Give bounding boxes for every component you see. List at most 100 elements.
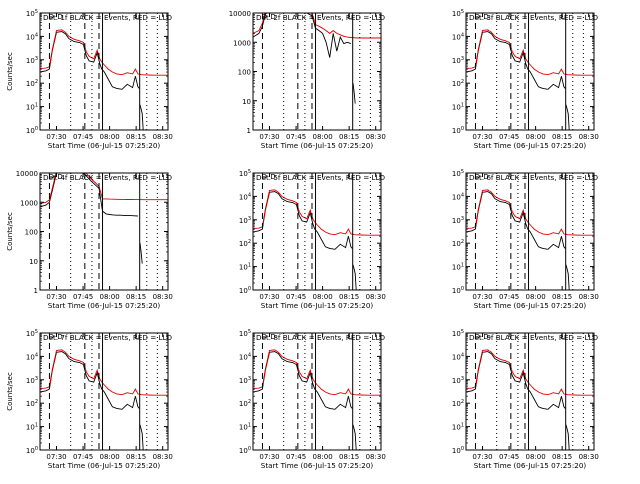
x-tick-label: 08:30 [366,293,386,301]
panel-8: DDL10010110210310410507:3007:4508:0008:1… [239,329,386,470]
y-tick-label: 104 [452,192,464,201]
plot-frame [39,332,169,451]
marker-letter: D [475,173,480,181]
plot-area [466,13,594,130]
y-tick-label: 100 [239,446,251,455]
y-axis-label: Counts/sec [6,372,14,411]
panel-5: DDL10010110210310410507:3007:4508:0008:1… [239,169,386,310]
y-tick-label: 102 [452,239,464,248]
x-tick-label: 07:30 [259,133,279,141]
panel-1: DDL10010110210310410507:3007:4508:0008:1… [6,9,173,150]
y-tick-label: 1000 [233,39,251,47]
panel-9: DDL10010110210310410507:3007:4508:0008:1… [452,329,599,470]
x-axis-label: Start Time (06-Jul-15 07:25:20) [474,301,587,310]
series-events [253,13,352,58]
marker-letter: D [475,333,480,341]
y-tick-label: 100 [238,69,251,77]
series-lld [466,349,594,396]
x-tick-label: 08:30 [366,453,386,461]
x-tick-label: 08:15 [552,293,572,301]
x-tick-label: 08:00 [526,133,546,141]
y-tick-label: 101 [239,423,251,432]
x-tick-label: 08:15 [126,293,146,301]
series-events-tail [565,424,570,450]
x-tick-label: 08:15 [126,133,146,141]
y-tick-label: 103 [26,56,38,65]
y-tick-label: 100 [452,286,464,295]
panel-title: Det. 4f BLACK = Events, RED = LLD [43,173,173,182]
series-lld [466,29,594,76]
plot-frame [465,332,595,451]
y-tick-label: 102 [239,399,251,408]
plot-frame [252,12,382,131]
y-tick-label: 105 [26,9,38,18]
marker-letter: D [57,13,62,21]
y-tick-label: 1000 [20,199,38,207]
y-tick-label: 105 [452,329,464,338]
y-tick-label: 104 [26,352,38,361]
x-tick-label: 07:30 [46,133,66,141]
marker-letter: D [270,13,275,21]
x-tick-label: 07:45 [286,293,306,301]
plot-area [466,173,594,290]
y-tick-label: 1 [34,287,38,295]
series-events [40,31,140,90]
y-tick-label: 104 [452,32,464,41]
x-tick-label: 08:15 [126,453,146,461]
x-axis-label: Start Time (06-Jul-15 07:25:20) [261,141,374,150]
series-lld [40,349,168,396]
panel-4: DDL11010010001000007:3007:4508:0008:1508… [6,170,173,310]
marker-letter: D [270,333,275,341]
x-tick-label: 08:30 [153,293,173,301]
x-tick-label: 07:30 [472,133,492,141]
series-events-tail [139,104,144,130]
y-tick-label: 101 [26,423,38,432]
x-axis-label: Start Time (06-Jul-15 07:25:20) [48,141,161,150]
y-tick-label: 104 [452,352,464,361]
plot-frame [39,12,169,131]
plot-area [253,13,381,130]
y-tick-label: 102 [452,399,464,408]
x-tick-label: 08:00 [526,293,546,301]
y-tick-label: 102 [452,79,464,88]
x-tick-label: 07:30 [46,293,66,301]
y-tick-label: 105 [239,169,251,178]
x-tick-label: 08:00 [526,453,546,461]
x-tick-label: 08:15 [339,293,359,301]
marker-letter: D [270,173,275,181]
marker-letter: D [49,333,54,341]
y-tick-label: 103 [452,56,464,65]
series-events [466,31,566,90]
marker-letter: D [483,333,488,341]
series-events-tail [352,83,356,104]
series-events [40,173,138,217]
y-tick-label: 100 [239,286,251,295]
marker-letter: D [483,13,488,21]
y-tick-label: 104 [26,32,38,41]
y-tick-label: 103 [239,376,251,385]
marker-letter: D [262,13,267,21]
marker-letter: D [262,333,267,341]
series-events-tail [565,104,570,130]
plot-area [40,173,168,290]
x-axis-label: Start Time (06-Jul-15 07:25:20) [261,461,374,470]
panel-title: Det. 8f BLACK = Events, RED = LLD [256,333,386,342]
y-tick-label: 102 [26,79,38,88]
y-tick-label: 101 [452,103,464,112]
x-tick-label: 08:00 [100,453,120,461]
series-lld [253,189,381,236]
y-tick-label: 100 [26,126,38,135]
y-tick-label: 100 [25,229,38,237]
panel-2: DDL11010010001000007:3007:4508:0008:1508… [229,10,386,150]
y-tick-label: 105 [452,169,464,178]
x-tick-label: 07:30 [259,453,279,461]
x-tick-label: 08:15 [552,453,572,461]
x-tick-label: 08:30 [579,133,599,141]
y-tick-label: 105 [239,329,251,338]
x-tick-label: 08:00 [313,293,333,301]
y-tick-label: 101 [239,263,251,272]
series-events-tail [352,424,357,450]
x-tick-label: 07:45 [286,133,306,141]
